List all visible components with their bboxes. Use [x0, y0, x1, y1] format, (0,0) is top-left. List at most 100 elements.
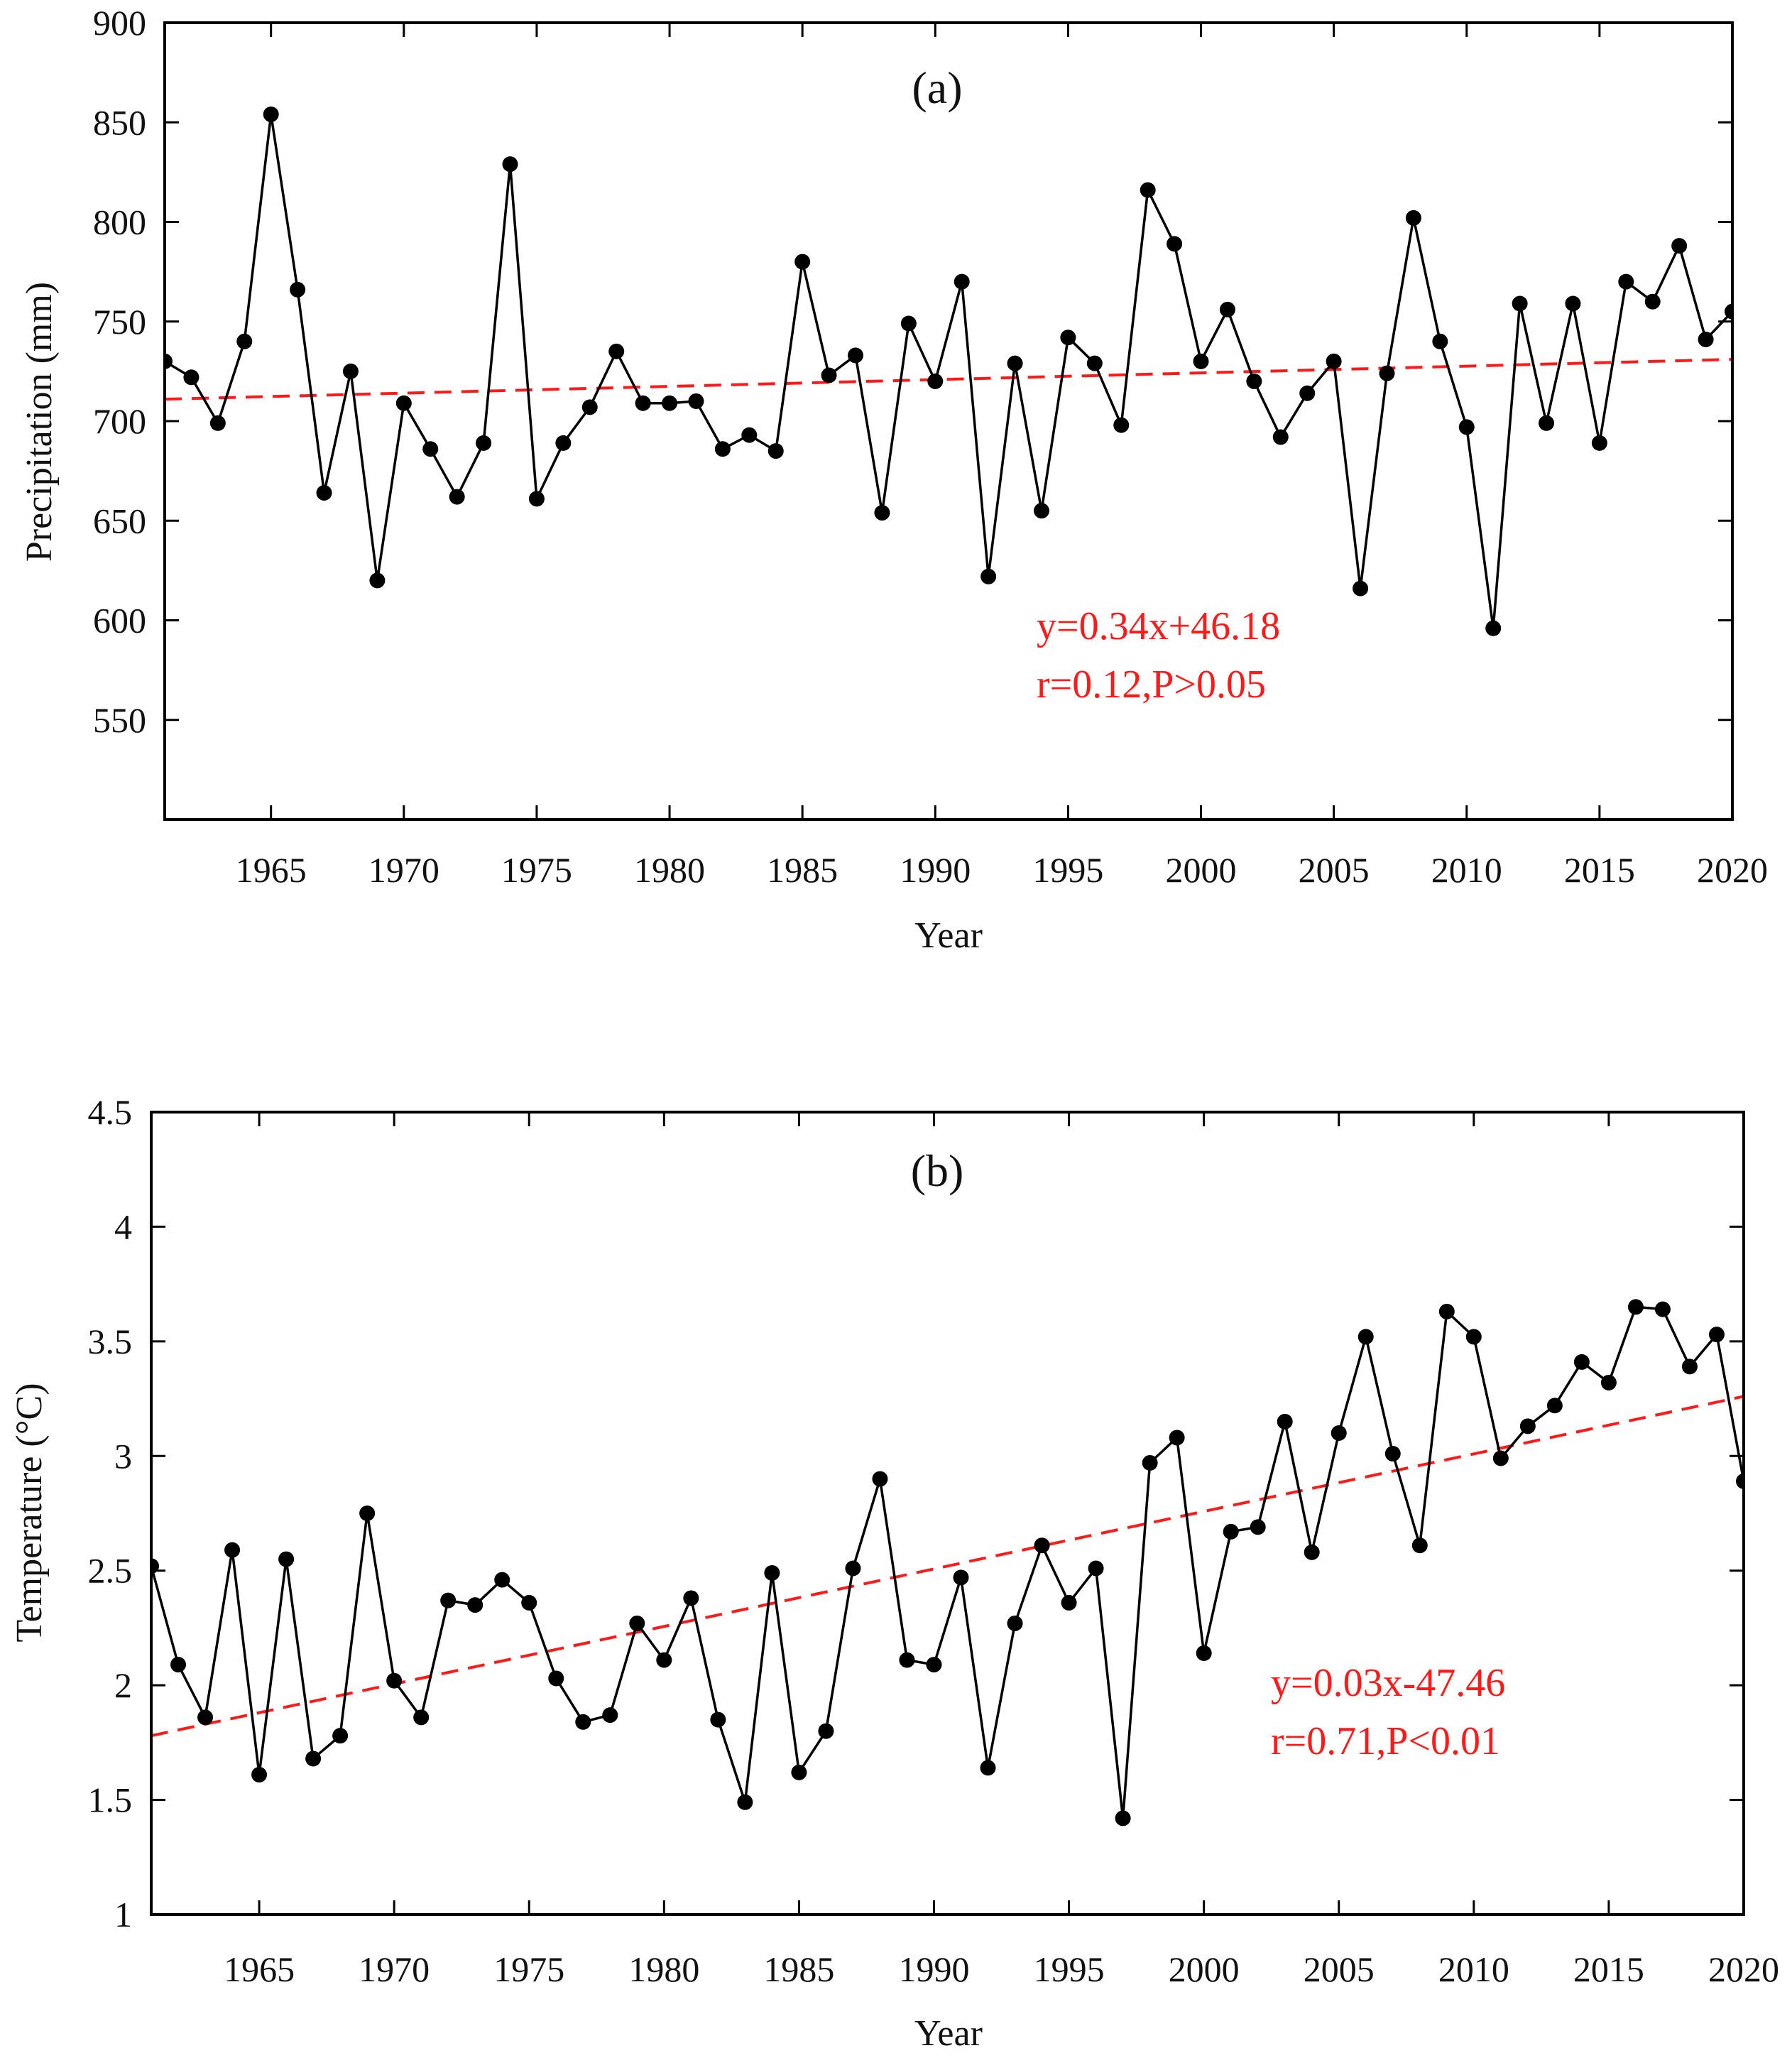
data-point [1272, 429, 1289, 445]
panel-b-xlabel: Year [914, 2013, 983, 2054]
data-point [342, 363, 359, 379]
panel-a-frame [163, 21, 1734, 821]
data-point [1326, 353, 1342, 369]
x-tick-label: 1970 [359, 1949, 430, 1989]
data-point [278, 1551, 295, 1567]
data-point [1113, 417, 1130, 433]
data-point [1061, 1594, 1077, 1611]
data-point [395, 395, 412, 411]
data-point [710, 1711, 726, 1728]
x-tick-label: 2005 [1299, 850, 1370, 890]
data-point [845, 1560, 861, 1577]
data-point [1492, 1450, 1509, 1466]
y-tick-label: 700 [93, 401, 146, 441]
panel-a-data-points [165, 107, 1732, 636]
data-point [1086, 355, 1103, 371]
panel-a-tick-labels: 1965 1970 1975 1980 1985 1990 1995 2000 2005 2010… [93, 3, 1768, 890]
data-point [197, 1709, 214, 1726]
x-tick-label: 2005 [1304, 1949, 1375, 1989]
data-point [1219, 301, 1235, 317]
data-point [1573, 1354, 1590, 1370]
x-tick-label: 2010 [1431, 850, 1502, 890]
data-point [926, 1657, 942, 1673]
data-point [1546, 1398, 1563, 1414]
data-point [422, 441, 439, 457]
data-point [1485, 620, 1502, 636]
data-point [359, 1506, 376, 1521]
data-point [1411, 1537, 1428, 1554]
data-point [236, 333, 253, 349]
data-point [1600, 1374, 1617, 1390]
data-point [1708, 1327, 1725, 1343]
data-point [821, 367, 837, 383]
data-point [1379, 365, 1395, 381]
x-tick-label: 2000 [1169, 1949, 1240, 1989]
y-tick-label: 550 [93, 700, 146, 740]
x-tick-label: 1975 [493, 1949, 564, 1989]
data-point [369, 572, 386, 589]
data-point [1088, 1560, 1104, 1577]
data-point [737, 1794, 753, 1810]
data-point [1167, 236, 1183, 252]
panel-a-data-line [165, 113, 1732, 630]
data-point [1681, 1359, 1698, 1375]
data-point [1277, 1413, 1293, 1430]
panel-b-ylabel: Temperature (°C) [9, 1383, 50, 1642]
data-point [656, 1652, 672, 1668]
x-tick-label: 1970 [368, 850, 439, 890]
data-point [767, 443, 784, 459]
data-point [290, 281, 306, 298]
data-point [1519, 1418, 1536, 1434]
data-point [555, 435, 572, 451]
panel-b-equation: y=0.03x-47.46 [1271, 1661, 1505, 1705]
panel-a-xlabel: Year [914, 915, 983, 956]
x-tick-label: 1980 [634, 850, 705, 890]
panel-b: 1965 1970 1975 1980 1985 1990 1995 2000 2005 2010… [9, 1092, 1779, 2054]
data-point [1698, 331, 1714, 347]
data-point [521, 1594, 537, 1611]
data-point [688, 393, 704, 409]
data-point [224, 1542, 241, 1558]
x-tick-label: 1985 [767, 850, 838, 890]
panel-a-equation: y=0.34x+46.18 [1037, 604, 1280, 648]
data-point [1405, 209, 1421, 226]
data-point [1246, 373, 1262, 389]
data-point [848, 347, 864, 364]
x-tick-label: 2020 [1708, 1949, 1779, 1989]
panel-a-statistics: r=0.12,P>0.05 [1037, 663, 1266, 707]
panel-b-frame [150, 1111, 1745, 1916]
data-point [1432, 333, 1448, 349]
data-point [1331, 1425, 1347, 1441]
data-point [714, 441, 731, 457]
data-point [305, 1751, 322, 1767]
data-point [1725, 303, 1732, 320]
data-point [528, 491, 545, 507]
data-point [1539, 415, 1555, 431]
data-point [791, 1764, 807, 1780]
panel-a-ylabel: Precipitation (mm) [19, 282, 60, 562]
data-point [927, 373, 944, 389]
data-point [413, 1709, 430, 1726]
data-point [629, 1615, 645, 1631]
data-point [1169, 1430, 1185, 1446]
data-point [1654, 1301, 1671, 1317]
data-point [872, 1471, 888, 1487]
y-tick-label: 3.5 [88, 1322, 133, 1361]
data-point [1458, 419, 1475, 435]
x-tick-label: 1990 [900, 850, 971, 890]
data-point [899, 1652, 915, 1668]
data-point [1565, 295, 1581, 312]
data-point [209, 415, 226, 431]
data-point [1671, 238, 1688, 254]
y-tick-label: 1.5 [88, 1780, 133, 1820]
y-tick-label: 4.5 [88, 1092, 133, 1132]
x-tick-label: 1980 [628, 1949, 699, 1989]
panel-b-data-points [151, 1299, 1744, 1826]
panel-b-ticks [151, 1111, 1745, 1916]
data-point [900, 315, 917, 332]
x-tick-label: 2015 [1573, 1949, 1644, 1989]
data-point [741, 427, 758, 443]
y-tick-label: 2.5 [88, 1551, 133, 1591]
data-point [1299, 385, 1316, 401]
